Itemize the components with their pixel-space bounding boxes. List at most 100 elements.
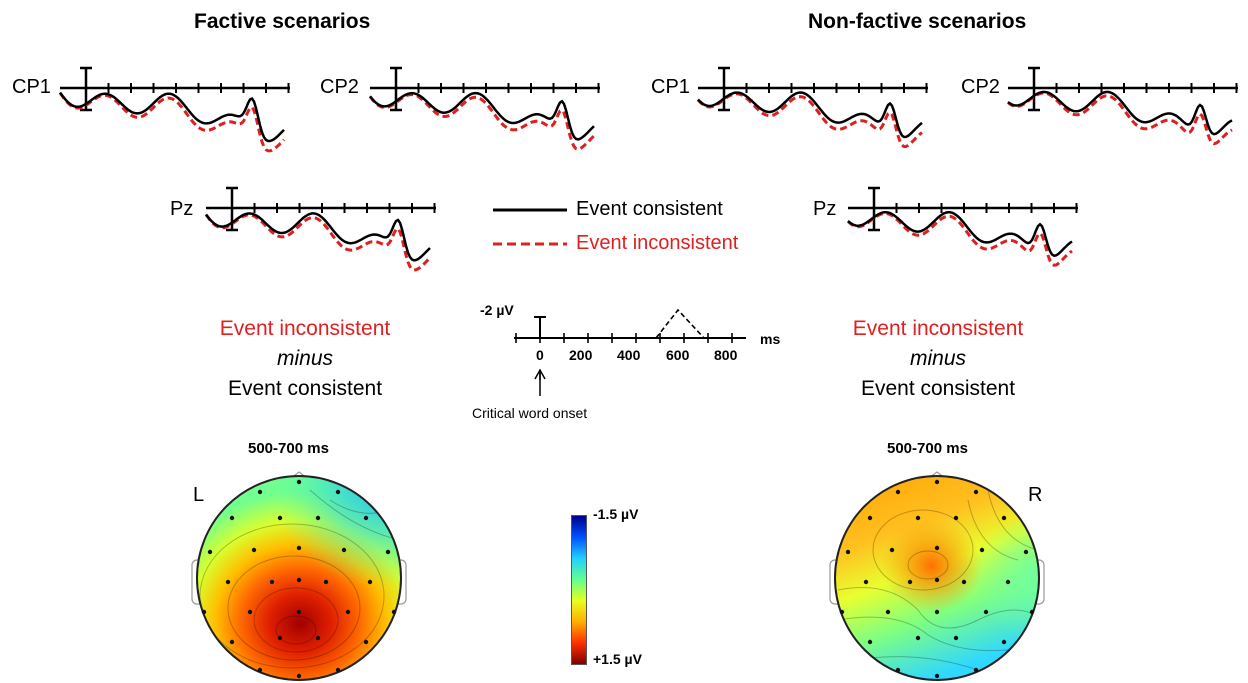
electrode-dot	[953, 515, 959, 521]
inconsistent-waveform	[696, 92, 923, 149]
topomap-factive	[191, 471, 407, 681]
channel-label-cp2-nonfactive: CP2	[961, 76, 1000, 98]
electrode-dot	[1001, 515, 1007, 521]
legend-inconsistent-label: Event inconsistent	[576, 232, 739, 254]
electrode-dot	[296, 545, 302, 551]
electrode-dot	[915, 635, 921, 641]
electrode-dot	[296, 479, 302, 485]
erp-cp2-nonfactive	[1007, 66, 1238, 146]
electrode-dot	[277, 515, 283, 521]
electrode-dot	[973, 489, 979, 495]
electrode-dot	[323, 579, 329, 585]
scale-tick-200: 200	[569, 347, 593, 363]
scale-tick-800: 800	[714, 347, 738, 363]
topomap-window-nonfactive: 500-700 ms	[887, 440, 968, 457]
consistent-waveform	[697, 91, 923, 139]
channel-label-pz-nonfactive: Pz	[813, 198, 837, 220]
difference-line1: Event inconsistent	[852, 317, 1024, 340]
scale-window-triangle	[655, 308, 705, 339]
electrode-dot	[845, 549, 851, 555]
erp-cp1-factive	[58, 66, 290, 153]
channel-label-cp1-nonfactive: CP1	[651, 76, 690, 98]
electrode-dot	[895, 489, 901, 495]
channel-label-cp2-factive: CP2	[320, 76, 359, 98]
electrode-dot	[895, 667, 901, 673]
electrode-dot	[296, 673, 302, 679]
colorbar-min-label: -1.5 µV	[593, 506, 639, 522]
electrode-dot	[341, 547, 347, 553]
nonfactive-title: Non-factive scenarios	[808, 10, 1027, 33]
electrode-dot	[363, 639, 369, 645]
channel-label-cp1-factive: CP1	[12, 76, 51, 98]
electrode-dot	[1005, 579, 1011, 585]
electrode-dot	[335, 489, 341, 495]
head-outline	[834, 475, 1040, 681]
electrode-dot	[315, 515, 321, 521]
electrode-dot	[345, 609, 351, 615]
electrode-dot	[385, 549, 391, 555]
electrode-dot	[863, 579, 869, 585]
electrode-dots	[201, 479, 397, 679]
electrode-dot	[953, 635, 959, 641]
consistent-waveform	[205, 212, 431, 262]
scale-tick-400: 400	[617, 347, 641, 363]
electrode-dot	[907, 579, 913, 585]
difference-line1: Event inconsistent	[219, 317, 391, 340]
electrode-dots	[839, 479, 1035, 679]
amplitude-scale-bar	[718, 66, 730, 112]
inconsistent-waveform	[58, 91, 286, 153]
topomap-window-factive: 500-700 ms	[248, 440, 329, 457]
onset-arrowhead	[534, 368, 546, 380]
erp-cp1-nonfactive	[696, 66, 928, 149]
electrode-dot	[257, 667, 263, 673]
electrode-dot	[983, 609, 989, 615]
difference-line3: Event consistent	[227, 377, 383, 400]
electrode-dot	[915, 515, 921, 521]
factive-title: Factive scenarios	[194, 10, 371, 33]
electrode-dot	[839, 609, 845, 615]
scale-ticks	[515, 333, 733, 343]
amplitude-scale-bar	[868, 186, 880, 232]
legend-line-samples	[493, 208, 567, 246]
electrode-dot	[934, 479, 940, 485]
difference-line3: Event consistent	[860, 377, 1016, 400]
electrode-dot	[229, 515, 235, 521]
onset-arrow-svg	[534, 368, 546, 396]
electrode-dot	[1029, 609, 1035, 615]
onset-label: Critical word onset	[472, 405, 588, 421]
electrode-dot	[867, 515, 873, 521]
scale-amplitude-label: -2 µV	[480, 302, 514, 318]
amplitude-scale-bar	[390, 66, 402, 112]
consistent-waveform	[1007, 90, 1233, 136]
consistent-waveform	[847, 210, 1073, 258]
channel-label-pz-factive: Pz	[170, 198, 194, 220]
scale-tick-600: 600	[666, 347, 690, 363]
head-outline	[196, 475, 402, 681]
scale-tick-0: 0	[536, 347, 544, 363]
electrode-dot	[867, 639, 873, 645]
electrode-dot	[391, 609, 397, 615]
colorbar-max-label: +1.5 µV	[593, 651, 642, 667]
colorbar	[571, 515, 587, 665]
scale-unit-label: ms	[760, 331, 781, 347]
electrode-dot	[367, 579, 373, 585]
consistent-waveform	[58, 91, 285, 143]
electrode-dot	[251, 547, 257, 553]
electrode-dot	[296, 577, 302, 583]
difference-label-nonfactive: Event inconsistent minus Event consisten…	[803, 314, 1073, 404]
electrode-dot	[961, 579, 967, 585]
electrode-dot	[889, 547, 895, 553]
erp-pz-factive	[204, 186, 436, 272]
difference-line2: minus	[276, 347, 334, 370]
difference-line2: minus	[909, 347, 967, 370]
consistent-waveform	[369, 91, 595, 141]
electrode-dot	[315, 635, 321, 641]
electrode-dot	[225, 579, 231, 585]
erp-pz-nonfactive	[846, 186, 1078, 267]
electrode-dot	[934, 577, 940, 583]
amplitude-scale-bar	[1028, 66, 1040, 112]
electrode-dot	[934, 609, 940, 615]
difference-label-factive: Event inconsistent minus Event consisten…	[170, 314, 440, 404]
topomap-nonfactive	[829, 471, 1045, 681]
electrode-dot	[934, 545, 940, 551]
